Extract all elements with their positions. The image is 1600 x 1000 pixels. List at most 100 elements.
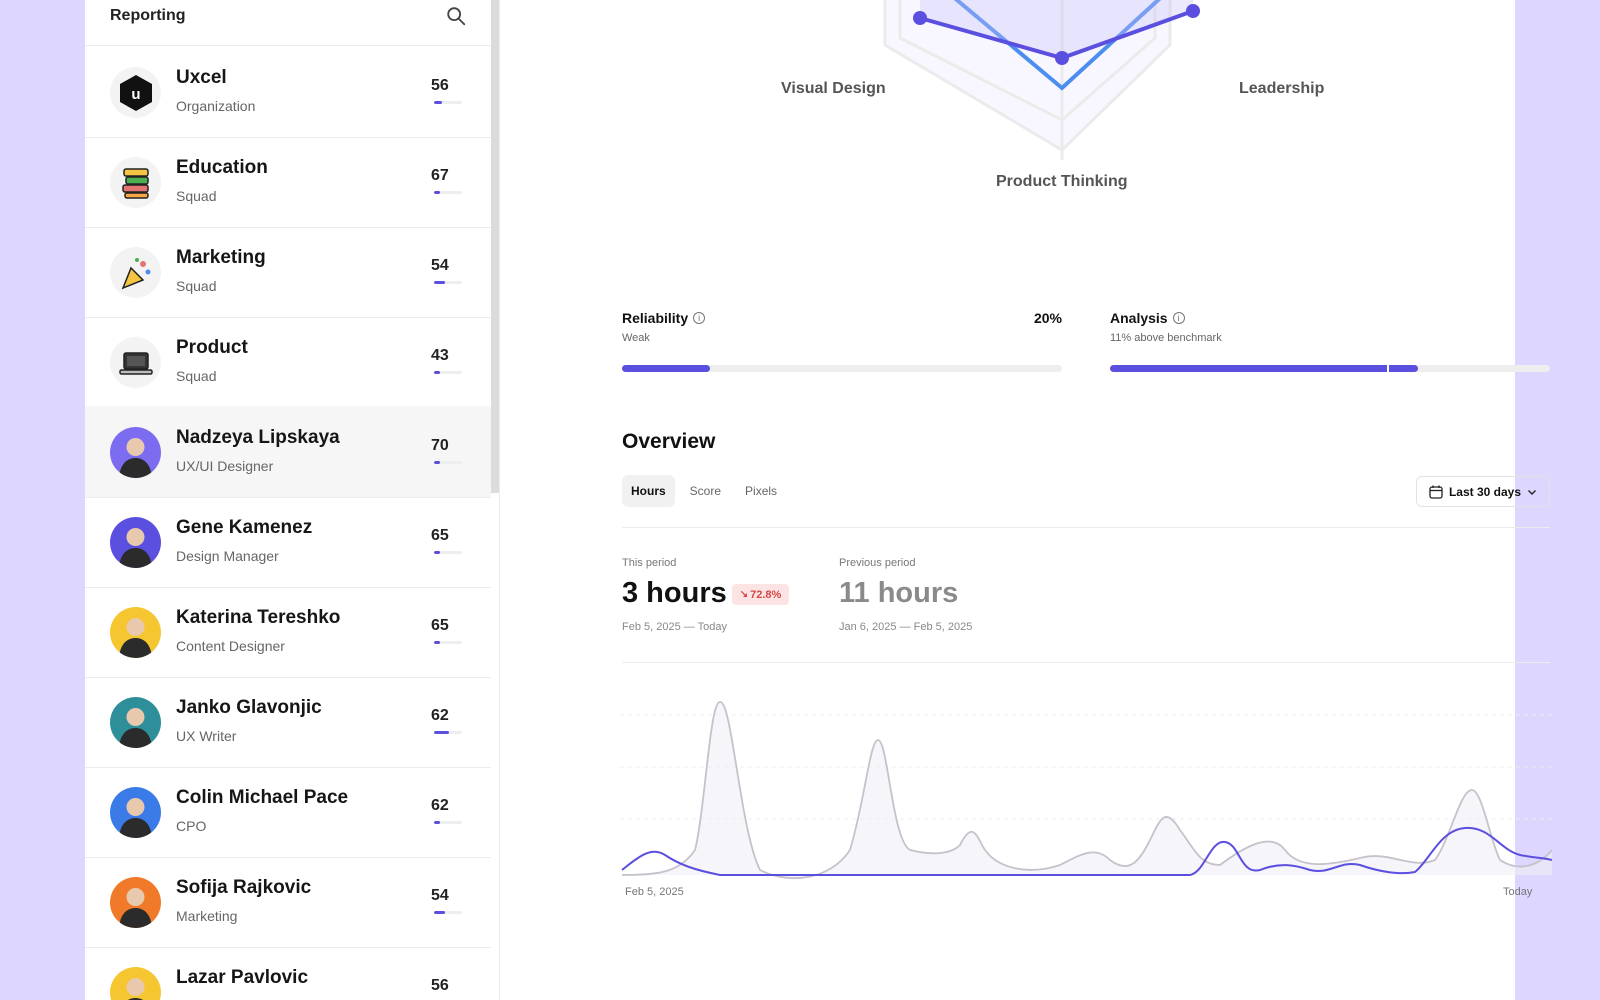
sidebar-item[interactable]: Sofija Rajkovic Marketing 54: [85, 856, 491, 948]
sidebar-item-name: Product: [176, 337, 248, 358]
benchmark-marker: [1387, 361, 1390, 376]
sidebar-item-subtitle: CPO: [176, 818, 207, 834]
sidebar-item[interactable]: Janko Glavonjic UX Writer 62: [85, 676, 491, 768]
sidebar-item[interactable]: Lazar Pavlovic 56: [85, 946, 491, 1000]
sidebar-item-name: Gene Kamenez: [176, 517, 313, 538]
this-period-value: 3 hours: [622, 577, 727, 609]
skills-radar-chart: [883, 0, 1200, 160]
app-frame: Reporting u Uxcel Organization 56 Education S…: [85, 0, 1552, 1000]
books-icon: [110, 157, 161, 208]
sidebar-item-score: 67: [431, 167, 449, 184]
sidebar-item-score: 62: [431, 707, 449, 724]
tab-score[interactable]: Score: [689, 484, 722, 498]
radar-label-product-thinking: Product Thinking: [996, 173, 1128, 190]
analysis-metric: Analysis i 11% above benchmark: [1110, 310, 1550, 376]
change-badge: ↘ 72.8%: [732, 584, 789, 605]
sidebar-item-subtitle: Squad: [176, 188, 217, 204]
sidebar-item[interactable]: u Uxcel Organization 56: [85, 46, 491, 138]
sidebar-item-subtitle: Marketing: [176, 908, 238, 924]
tab-hours[interactable]: Hours: [622, 475, 675, 507]
sidebar-item-subtitle: Content Designer: [176, 638, 285, 654]
sidebar-item[interactable]: Katerina Tereshko Content Designer 65: [85, 586, 491, 678]
change-value: 72.8%: [750, 588, 782, 601]
radar-label-visual-design: Visual Design: [781, 80, 886, 97]
radar-point: [1055, 51, 1069, 65]
previous-period-area: [622, 701, 1552, 879]
divider: [622, 527, 1550, 528]
sidebar-item-name: Uxcel: [176, 67, 227, 88]
score-progress-bar: [434, 731, 462, 734]
avatar: [110, 517, 161, 568]
radar-grid: [883, 0, 1172, 160]
sidebar-item[interactable]: Nadzeya Lipskaya UX/UI Designer 70: [85, 406, 491, 498]
sidebar-item-subtitle: UX Writer: [176, 728, 237, 744]
radar-label-leadership: Leadership: [1239, 80, 1325, 97]
info-icon[interactable]: i: [1172, 312, 1185, 324]
analysis-subtitle: 11% above benchmark: [1110, 332, 1222, 344]
reliability-progress-track: [622, 365, 1062, 372]
reliability-title-row: Reliability i: [622, 310, 1062, 326]
sidebar-item-subtitle: Design Manager: [176, 548, 279, 564]
sidebar-item[interactable]: Product Squad 43: [85, 316, 491, 408]
laptop-icon: [110, 337, 161, 388]
score-progress-bar: [434, 281, 462, 284]
chart-gridlines: [620, 714, 1552, 820]
sidebar-item-subtitle: Squad: [176, 368, 217, 384]
sidebar-item[interactable]: Education Squad 67: [85, 136, 491, 228]
score-progress-bar: [434, 641, 462, 644]
radar-point: [1186, 4, 1200, 18]
sidebar-item-name: Colin Michael Pace: [176, 787, 349, 808]
avatar: [110, 427, 161, 478]
sidebar-item-name: Lazar Pavlovic: [176, 967, 309, 988]
date-range-select[interactable]: Last 30 days: [1416, 476, 1550, 507]
search-icon[interactable]: [445, 5, 467, 27]
divider: [622, 662, 1550, 663]
info-icon[interactable]: i: [693, 312, 706, 324]
main-panel: Visual Design Leadership Product Thinkin…: [500, 0, 1552, 1000]
sidebar-item-name: Janko Glavonjic: [176, 697, 322, 718]
reliability-progress-fill: [622, 365, 710, 372]
avatar: [110, 607, 161, 658]
score-progress-bar: [434, 911, 462, 914]
calendar-icon: [1429, 485, 1443, 499]
sidebar-item-subtitle: Squad: [176, 278, 217, 294]
analysis-progress-track: [1110, 361, 1550, 376]
sidebar-item-score: 54: [431, 887, 449, 904]
trend-down-icon: ↘: [739, 589, 749, 600]
sidebar-item-score: 43: [431, 347, 449, 364]
previous-period-label: Previous period: [839, 557, 916, 569]
reliability-subtitle: Weak: [622, 332, 650, 344]
sidebar-item-score: 54: [431, 257, 449, 274]
score-progress-bar: [434, 461, 462, 464]
this-period-label: This period: [622, 557, 677, 569]
x-axis-start-label: Feb 5, 2025: [625, 886, 684, 898]
avatar: [110, 697, 161, 748]
previous-period-value: 11 hours: [839, 577, 959, 609]
overview-title: Overview: [622, 430, 716, 453]
sidebar-scrollbar[interactable]: [491, 0, 499, 493]
sidebar-item-score: 56: [431, 977, 449, 994]
sidebar-item[interactable]: Colin Michael Pace CPO 62: [85, 766, 491, 858]
sidebar-item[interactable]: Marketing Squad 54: [85, 226, 491, 318]
analysis-progress-fill: [1110, 365, 1418, 372]
party-popper-icon: [110, 247, 161, 298]
this-period-line: [621, 826, 1552, 876]
sidebar-item-score: 65: [431, 527, 449, 544]
reliability-title: Reliability: [622, 310, 689, 326]
tab-pixels[interactable]: Pixels: [745, 484, 778, 498]
reliability-metric: Reliability i Weak 20%: [622, 310, 1062, 372]
previous-period-dates: Jan 6, 2025 — Feb 5, 2025: [839, 621, 973, 633]
sidebar-title: Reporting: [110, 6, 186, 24]
score-progress-bar: [434, 551, 462, 554]
date-range-label: Last 30 days: [1448, 484, 1522, 499]
radar-point: [913, 11, 927, 25]
sidebar-item-subtitle: Organization: [176, 98, 256, 114]
svg-text:u: u: [131, 86, 140, 103]
sidebar-header: Reporting: [85, 0, 499, 46]
sidebar-item-name: Nadzeya Lipskaya: [176, 427, 340, 448]
analysis-title-row: Analysis i: [1110, 310, 1550, 326]
sidebar-item[interactable]: Gene Kamenez Design Manager 65: [85, 496, 491, 588]
score-progress-bar: [434, 371, 462, 374]
score-progress-bar: [434, 191, 462, 194]
sidebar-item-name: Katerina Tereshko: [176, 607, 341, 628]
